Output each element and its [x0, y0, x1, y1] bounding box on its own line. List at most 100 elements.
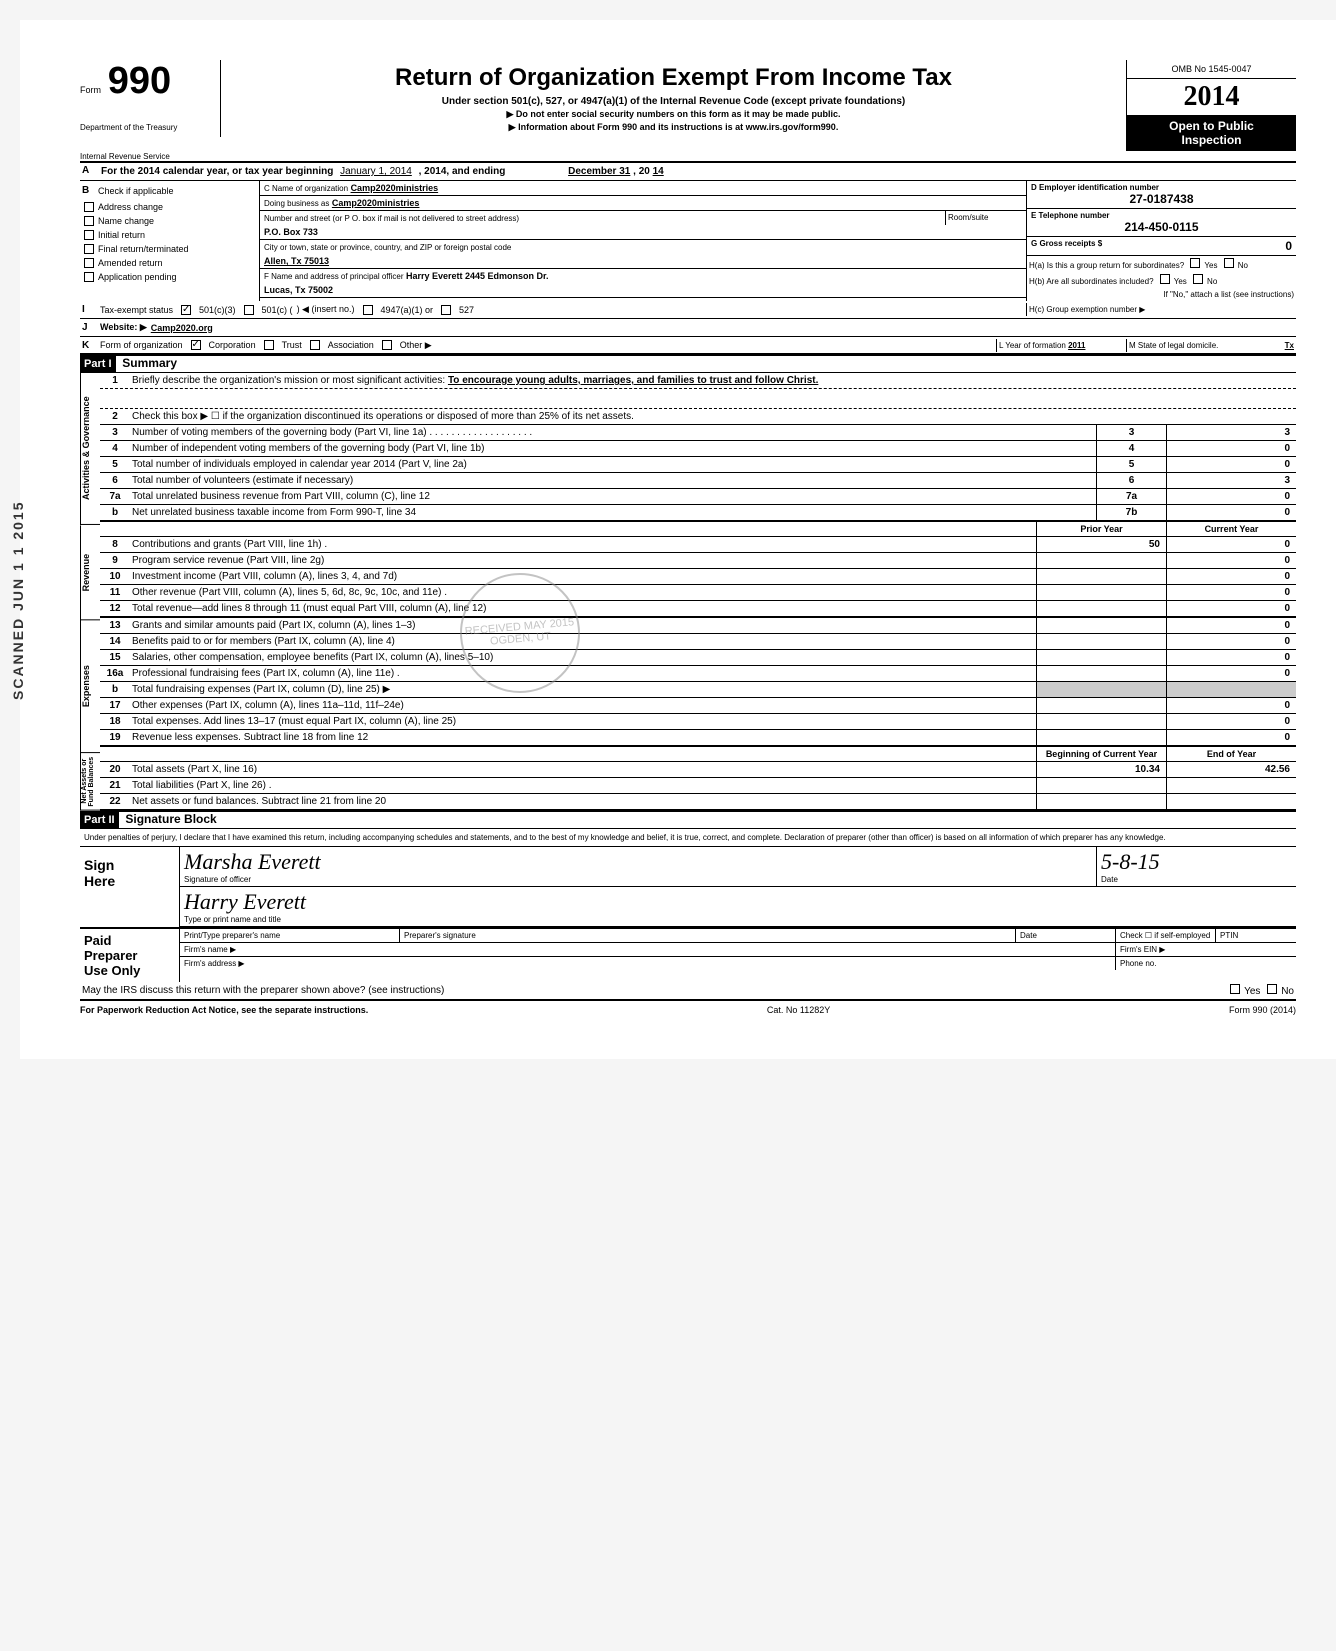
amended-return-checkbox[interactable]: [84, 258, 94, 268]
row-20-text: Total assets (Part X, line 16): [130, 762, 1036, 777]
year-formation-label: L Year of formation: [999, 341, 1066, 350]
prep-date-label: Date: [1016, 929, 1116, 942]
hb-no-checkbox[interactable]: [1193, 274, 1203, 284]
name-change-checkbox[interactable]: [84, 216, 94, 226]
row-4-text: Number of independent voting members of …: [130, 441, 1096, 456]
row-6-col: 6: [1096, 473, 1166, 488]
row-21-text: Total liabilities (Part X, line 26) .: [130, 778, 1036, 793]
ha-row: H(a) Is this a group return for subordin…: [1027, 256, 1296, 272]
row-19-text: Revenue less expenses. Subtract line 18 …: [130, 730, 1036, 745]
row-7b-text: Net unrelated business taxable income fr…: [130, 505, 1096, 520]
officer-signature: Marsha Everett: [184, 849, 321, 875]
501c3-checkbox[interactable]: [181, 305, 191, 315]
phone-value: 214-450-0115: [1031, 220, 1292, 234]
row-5-col: 5: [1096, 457, 1166, 472]
line-k: K Form of organization Corporation Trust…: [80, 337, 1296, 355]
row-5-val: 0: [1166, 457, 1296, 472]
form-org-label: Form of organization: [100, 340, 183, 350]
row-16a-text: Professional fundraising fees (Part IX, …: [130, 666, 1036, 681]
ha-yes-checkbox[interactable]: [1190, 258, 1200, 268]
row-12-text: Total revenue—add lines 8 through 11 (mu…: [130, 601, 1036, 616]
footer: For Paperwork Reduction Act Notice, see …: [80, 1001, 1296, 1019]
paid-preparer-block: Paid Preparer Use Only Print/Type prepar…: [80, 928, 1296, 982]
row-7a-col: 7a: [1096, 489, 1166, 504]
ha-no-checkbox[interactable]: [1224, 258, 1234, 268]
row-4-col: 4: [1096, 441, 1166, 456]
row-11-curr: 0: [1166, 585, 1296, 600]
row-17-text: Other expenses (Part IX, column (A), lin…: [130, 698, 1036, 713]
street-label: Number and street (or P O. box if mail i…: [264, 214, 519, 223]
corp-label: Corporation: [209, 340, 256, 350]
row-16a-num: 16a: [100, 666, 130, 681]
discuss-yes-label: Yes: [1244, 986, 1260, 997]
name-change-label: Name change: [98, 216, 154, 226]
line-i-letter: I: [80, 302, 98, 317]
end-year-header: End of Year: [1166, 747, 1296, 761]
part-i-header: Part I Summary: [80, 355, 1296, 373]
row-15-prior: [1036, 650, 1166, 665]
trust-checkbox[interactable]: [264, 340, 274, 350]
ein-label: D Employer identification number: [1031, 183, 1292, 192]
row-8-curr: 0: [1166, 537, 1296, 552]
initial-return-checkbox[interactable]: [84, 230, 94, 240]
row-9-prior: [1036, 553, 1166, 568]
cat-number: Cat. No 11282Y: [767, 1005, 830, 1015]
check-applicable-label: Check if applicable: [98, 186, 174, 196]
form-ref: Form 990 (2014): [1229, 1005, 1296, 1015]
address-change-checkbox[interactable]: [84, 202, 94, 212]
street-value: P.O. Box 733: [264, 227, 318, 237]
application-pending-checkbox[interactable]: [84, 272, 94, 282]
row-22-begin: [1036, 794, 1166, 809]
gross-receipts-label: G Gross receipts $: [1031, 239, 1102, 253]
side-expenses: Expenses: [80, 620, 100, 753]
hb-yes-checkbox[interactable]: [1160, 274, 1170, 284]
state-domicile-value: Tx: [1285, 341, 1294, 350]
4947-checkbox[interactable]: [363, 305, 373, 315]
firm-addr-label: Firm's address ▶: [180, 957, 1116, 970]
line-j: J Website: ▶ Camp2020.org: [80, 319, 1296, 337]
row-10-text: Investment income (Part VIII, column (A)…: [130, 569, 1036, 584]
form-header: Form 990 Department of the Treasury Inte…: [80, 60, 1296, 163]
row-7a-text: Total unrelated business revenue from Pa…: [130, 489, 1096, 504]
discuss-yes-checkbox[interactable]: [1230, 984, 1240, 994]
row-20-end: 42.56: [1166, 762, 1296, 777]
501c-checkbox[interactable]: [244, 305, 254, 315]
row-1-text: Briefly describe the organization's miss…: [132, 375, 445, 386]
row-3-val: 3: [1166, 425, 1296, 440]
discuss-no-checkbox[interactable]: [1267, 984, 1277, 994]
city-label: City or town, state or province, country…: [264, 243, 511, 252]
part-ii-title: Signature Block: [121, 810, 220, 828]
line-a-text: For the 2014 calendar year, or tax year …: [101, 166, 333, 177]
assoc-checkbox[interactable]: [310, 340, 320, 350]
scan-stamp: SCANNED JUN 1 1 2015: [10, 500, 26, 700]
line-a: A For the 2014 calendar year, or tax yea…: [80, 163, 1296, 181]
row-21-end: [1166, 778, 1296, 793]
year-prefix: 20: [1184, 81, 1212, 112]
501c-insert: ) ◀ (insert no.): [297, 304, 355, 315]
use-only-label: Use Only: [84, 963, 175, 978]
row-6-num: 6: [100, 473, 130, 488]
row-18-curr: 0: [1166, 714, 1296, 729]
form-subtitle: Under section 501(c), 527, or 4947(a)(1)…: [231, 96, 1116, 107]
dba-value: Camp2020ministries: [332, 198, 420, 208]
website-value: Camp2020.org: [151, 323, 213, 333]
row-17-curr: 0: [1166, 698, 1296, 713]
row-15-text: Salaries, other compensation, employee b…: [130, 650, 1036, 665]
other-checkbox[interactable]: [382, 340, 392, 350]
row-12-prior: [1036, 601, 1166, 616]
row-9-num: 9: [100, 553, 130, 568]
penalty-text: Under penalties of perjury, I declare th…: [80, 829, 1296, 847]
assoc-label: Association: [328, 340, 374, 350]
prep-sig-label: Preparer's signature: [400, 929, 1016, 942]
final-return-checkbox[interactable]: [84, 244, 94, 254]
discuss-row: May the IRS discuss this return with the…: [80, 982, 1296, 1001]
part-i-title: Summary: [118, 354, 181, 372]
row-7a-val: 0: [1166, 489, 1296, 504]
officer-name: Harry Everett 2445 Edmonson Dr.: [406, 271, 549, 281]
row-10-prior: [1036, 569, 1166, 584]
b-label: B: [80, 183, 98, 198]
website-label: Website: ▶: [100, 322, 147, 333]
corp-checkbox[interactable]: [191, 340, 201, 350]
527-checkbox[interactable]: [441, 305, 451, 315]
row-14-prior: [1036, 634, 1166, 649]
